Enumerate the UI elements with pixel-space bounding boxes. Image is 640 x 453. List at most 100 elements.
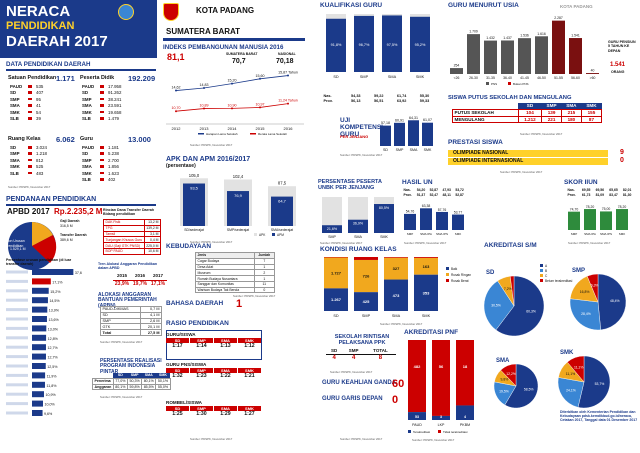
transfer-name: BOP PAUD	[103, 247, 145, 255]
kab-bar	[32, 410, 43, 416]
kab-bar-label: 13,6%	[48, 318, 59, 322]
akr-sma-slice-label: 12,2%	[506, 372, 516, 376]
kualif-cell: 59,33	[419, 99, 430, 104]
peserta-row-value: 23.591	[108, 103, 122, 109]
putus-cell: 215	[560, 108, 582, 117]
usia-category: 51-55	[554, 76, 563, 80]
pnf-tidak-bar	[456, 340, 474, 406]
unbk-bar	[374, 204, 394, 233]
pnf-tidak-label: 18	[463, 364, 468, 369]
pip-table: SD SMP SMA SMK Penerima 77,0% 50,3% 80,1% 50,1% A…	[92, 373, 171, 391]
un-bar	[452, 214, 464, 230]
un-category: SMA IPS	[436, 232, 448, 236]
kab-bar-label: 15,2%	[50, 290, 61, 294]
rasio-rombel-value: 1:30	[196, 411, 207, 417]
kondisi-bar-chart: 1.727 1.267 SD 726 425 SMP 327 473 SMA 163 353 SMK B…	[324, 257, 471, 318]
kab-bar	[32, 344, 46, 351]
usia-note: GURU PENSIUN 5 TAHUN KE DEPAN	[608, 40, 636, 53]
unbk-category: SMA	[354, 235, 362, 239]
kualif-cell: 63,92	[396, 99, 407, 104]
apbn-row: GTK 20,1 M	[99, 323, 162, 331]
pip-cell: 55,0%	[155, 383, 171, 391]
budaya-value: Jumlah	[253, 252, 276, 259]
kualif-category: SD	[333, 75, 339, 79]
kondisi-baik-label: 425	[363, 299, 370, 304]
kualif-cell: 59,22	[373, 94, 384, 99]
usia-label: 1.432	[486, 36, 495, 40]
ppk-values: 4 4 8	[326, 354, 396, 361]
guru-arrow-icon	[100, 178, 104, 181]
iiun-table: Nas. 69,55 69,56 65,65 82,01 Prov. 61,73 81,09 8…	[566, 188, 634, 198]
tren-year: 2017	[152, 273, 163, 278]
pnf-legend-1: Terakreditasi	[413, 430, 430, 434]
akr-sd-slice-label: 60,3%	[526, 310, 536, 314]
kab-bar	[32, 381, 45, 388]
unbk-source: Sumber: PDSPK, November 2017	[320, 241, 363, 245]
kualif-cell: Nas.	[323, 94, 332, 99]
kondisi-ringan-label: 726	[363, 274, 370, 279]
rasio-pns-value: 1:22	[220, 373, 231, 379]
iiun-row: Nas. 69,55 69,56 65,65 82,01	[566, 188, 634, 193]
kab-bar	[32, 278, 51, 285]
ipm-rata-label: 10,89	[200, 104, 209, 108]
un-row: Prov. 51,37 52,47 48,11 52,87	[402, 193, 466, 198]
usia-label: 1.616	[537, 32, 546, 36]
footer-note: Diterbitkan oleh Kementerian Pendidikan …	[560, 410, 638, 423]
peserta-row-value: 91.262	[108, 90, 122, 96]
putus-table: SD SMP SMA SMK PUTUS SEKOLAH 104 139 215 155 MENG…	[452, 103, 603, 124]
putus-cell: 155	[580, 108, 603, 117]
iiun-cell: 69,55	[581, 188, 591, 193]
akr-sma-slice	[504, 363, 539, 409]
peserta-row-label: SLB	[82, 116, 91, 121]
apk-label: 105,0	[189, 173, 200, 178]
akr-smp-slice-label: 6,3%	[591, 284, 599, 288]
rasio-title: RASIO PENDIDIKAN	[166, 320, 229, 327]
peserta-arrow-icon	[100, 104, 104, 107]
putus-cell: 139	[541, 108, 562, 117]
kab-bar-label: 9,6%	[44, 412, 53, 416]
usia-legend-swatch	[508, 82, 511, 85]
pip-cell: 80,1%	[112, 383, 128, 391]
usia-title: GURU MENURUT USIA	[448, 2, 519, 9]
akr-smp-slice	[569, 298, 601, 331]
hasil-un-title: HASIL UN	[402, 179, 433, 186]
kondisi-ringan-bar	[324, 257, 348, 289]
akr-legend-swatch	[540, 274, 543, 277]
kab-name-placeholder	[6, 308, 28, 312]
kondisi-legend: Rusak Berat	[451, 279, 469, 283]
kab-bar-label: 12,7%	[47, 346, 58, 350]
satuan-arrow-icon	[28, 91, 32, 94]
header-rule	[163, 38, 305, 41]
transfer-value: 10,6 M	[143, 247, 162, 255]
usia-category: 56-60	[571, 76, 580, 80]
akr-sd-slice-label: 30,5%	[491, 303, 501, 307]
ukg-bar-chart: 57,18 SD 60,91 SMP 64,31 SMA 61,07 SMK	[380, 116, 433, 152]
garis-depan-title: GURU GARIS DEPAN	[322, 396, 383, 402]
un-category: SMA IPA	[420, 232, 432, 236]
pnf-akr-label: 3	[440, 415, 442, 419]
rasio-pns-value: 1:23	[196, 373, 207, 379]
kondisi-ringan-bar	[354, 259, 378, 293]
kondisi-legend-swatch	[446, 267, 449, 270]
kab-name-placeholder	[6, 364, 28, 368]
apbn-name: SD	[99, 311, 142, 319]
ipm-rata-label: 10,70	[172, 106, 181, 110]
kab-name-placeholder	[6, 289, 28, 293]
un-cell: 51,37	[416, 193, 426, 198]
pnf-akr-label: 53	[415, 415, 419, 419]
kab-bar	[32, 391, 44, 398]
apm-legend-swatch	[272, 233, 275, 236]
kondisi-legend-swatch	[446, 273, 449, 276]
kualif-label: 96,7%	[359, 43, 370, 47]
rasio-pns-col: SMP	[190, 368, 213, 373]
kualif-row: Nas. 54,33 59,22 61,74 55,30	[322, 94, 436, 99]
pip-cell: 85,5%	[141, 383, 157, 391]
kondisi-category: SD	[333, 314, 339, 318]
budaya-value: 2	[253, 269, 276, 277]
iiun-bar	[568, 211, 580, 230]
kualif-category: SMP	[360, 75, 369, 79]
ruang-row-value: 3.024	[36, 145, 47, 150]
garis-depan-val: 0	[392, 394, 399, 406]
akr-legend-swatch	[540, 264, 543, 267]
rasio-gs-col: SD	[166, 338, 189, 343]
